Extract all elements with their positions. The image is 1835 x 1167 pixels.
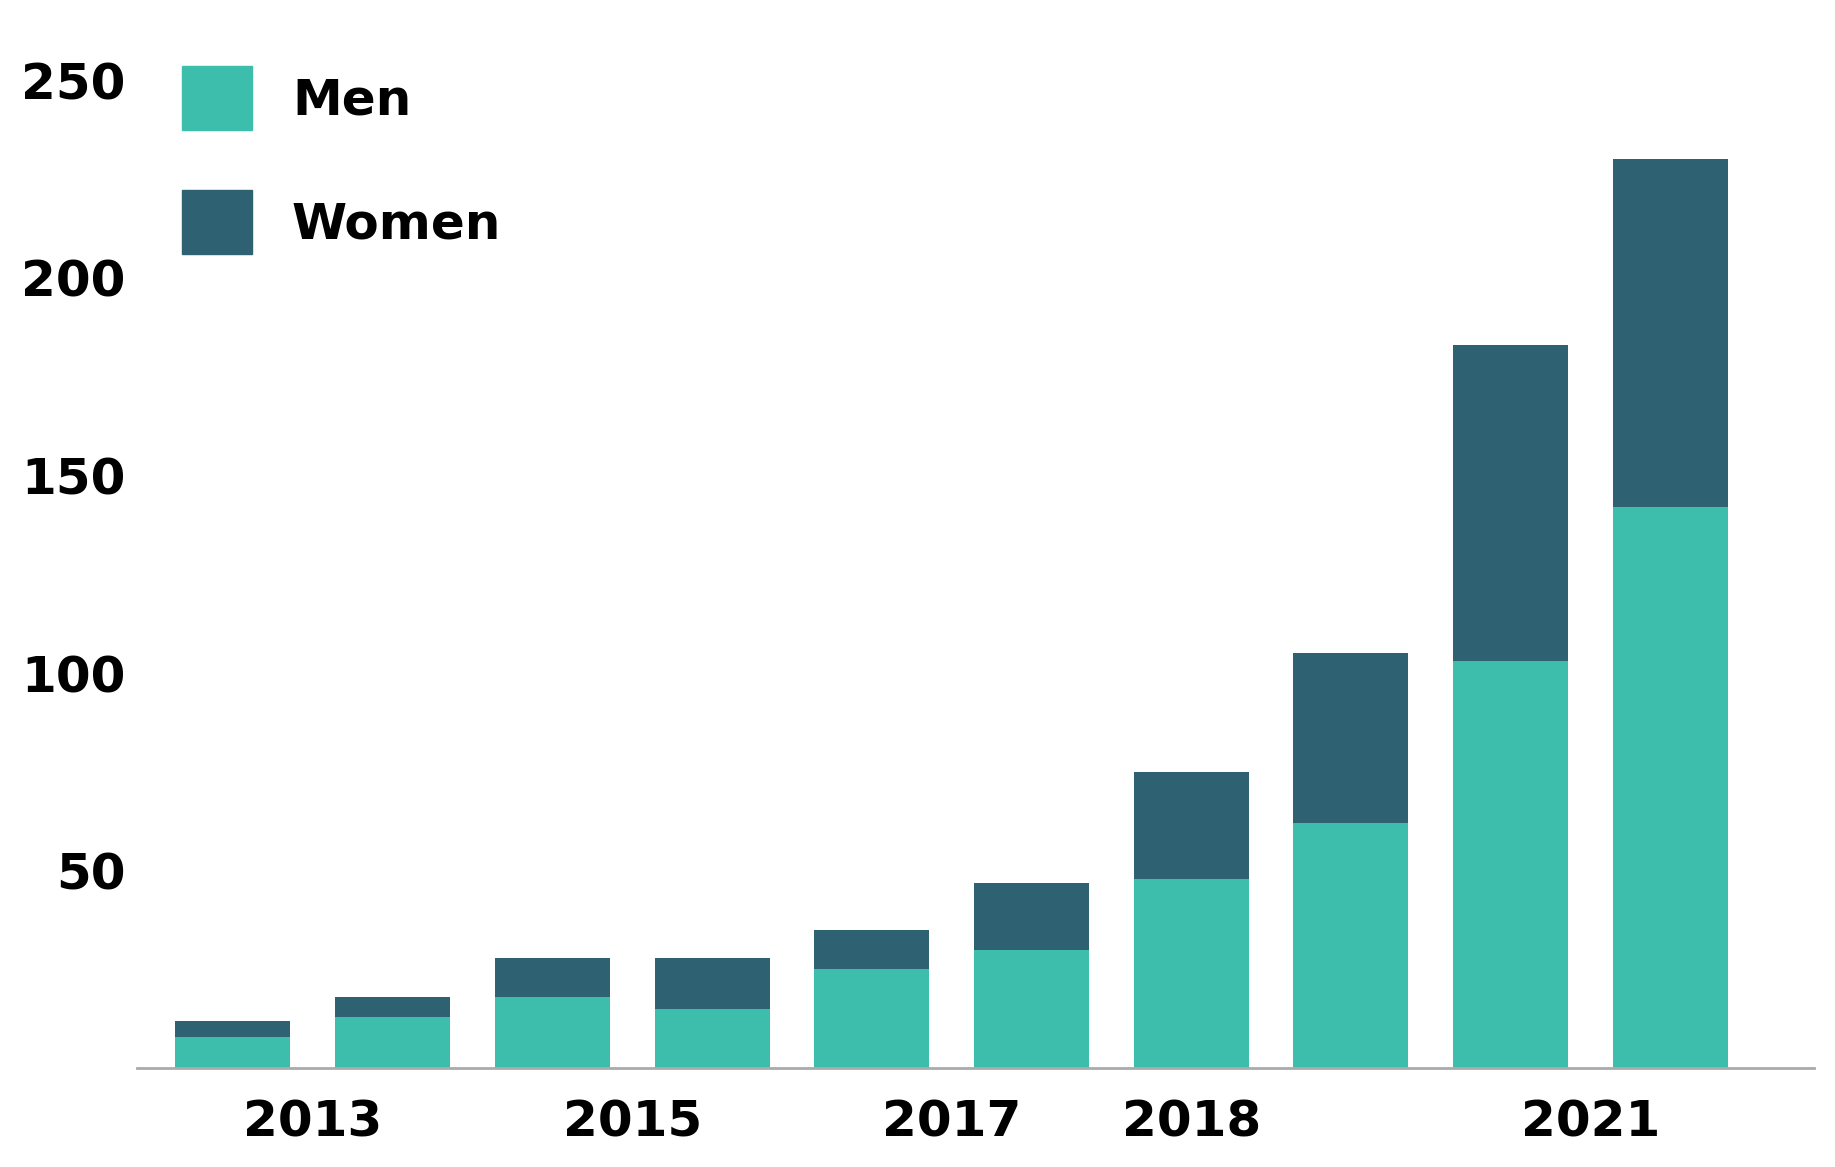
Bar — [336, 1016, 450, 1068]
Bar — [1613, 159, 1729, 506]
Bar — [495, 958, 609, 997]
Bar — [974, 950, 1088, 1068]
Bar — [1134, 771, 1250, 879]
Bar — [1294, 654, 1409, 823]
Legend: Men, Women: Men, Women — [161, 46, 521, 274]
Bar — [1613, 506, 1729, 1068]
Bar — [1134, 879, 1250, 1068]
Bar — [336, 997, 450, 1016]
Bar — [974, 882, 1088, 950]
Bar — [655, 1009, 769, 1068]
Bar — [815, 970, 929, 1068]
Bar — [495, 997, 609, 1068]
Bar — [1294, 823, 1409, 1068]
Bar — [176, 1021, 290, 1036]
Bar — [1453, 662, 1569, 1068]
Bar — [815, 930, 929, 970]
Bar — [176, 1036, 290, 1068]
Bar — [1453, 345, 1569, 662]
Bar — [655, 958, 769, 1009]
